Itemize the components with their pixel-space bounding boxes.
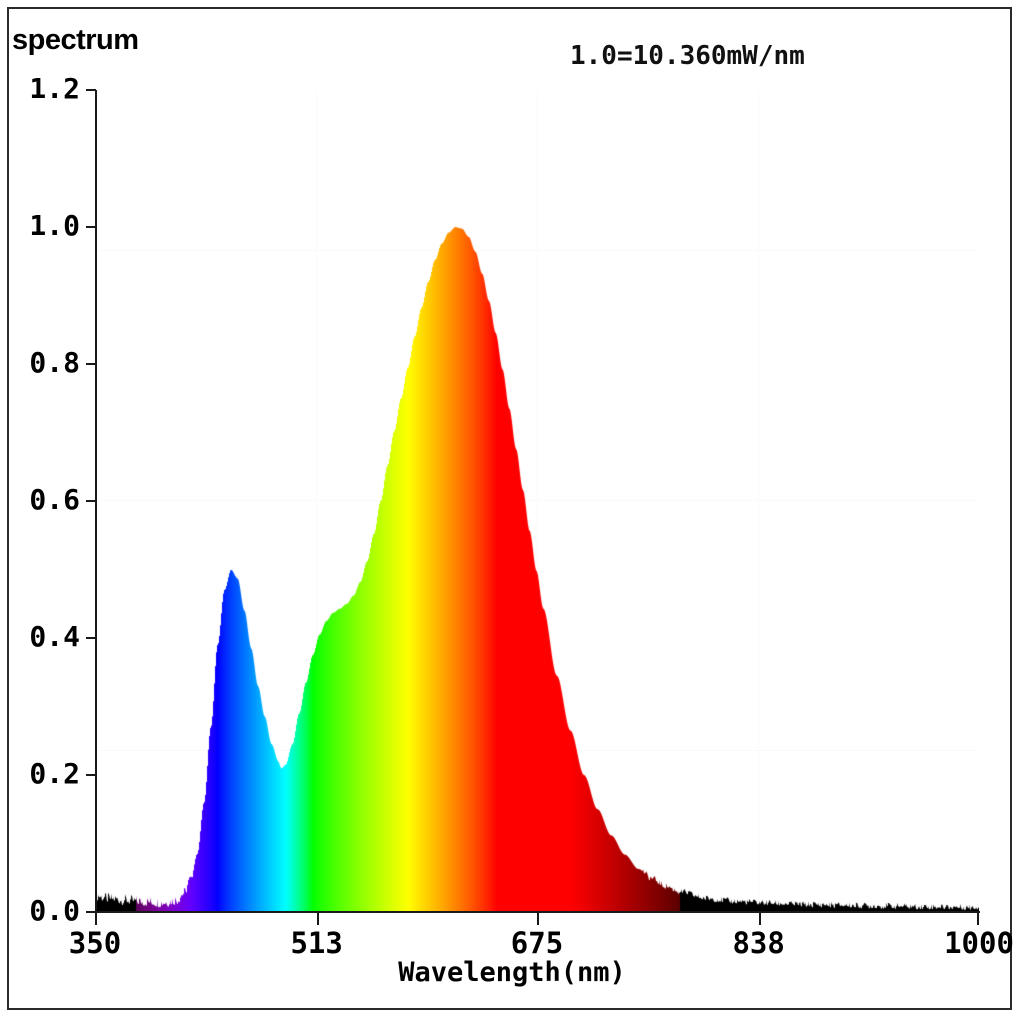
page-title: spectrum — [12, 24, 139, 56]
y-axis-tick-label: 0.8 — [29, 346, 80, 379]
x-axis-tick-label: 838 — [732, 926, 785, 960]
x-axis-tick-label: 350 — [68, 926, 122, 960]
x-axis-tick — [316, 913, 319, 925]
y-axis-tick-label: 0.6 — [29, 483, 80, 516]
x-axis-tick — [977, 913, 979, 925]
y-axis-tick — [86, 774, 96, 776]
y-axis-tick — [86, 637, 96, 639]
y-axis-line — [95, 90, 97, 913]
x-axis-tick — [758, 913, 761, 925]
x-axis-tick — [537, 913, 539, 925]
y-axis-tick-label: 1.2 — [29, 72, 80, 105]
x-axis-tick-label: 1000 — [944, 926, 1014, 960]
x-axis-tick — [95, 913, 97, 925]
y-axis-tick-label: 1.0 — [29, 209, 80, 242]
y-axis-tick-label: 0.2 — [29, 757, 80, 790]
y-axis-tick — [86, 911, 96, 913]
x-axis-tick-label: 675 — [510, 926, 564, 960]
x-axis-title: Wavelength(nm) — [398, 957, 626, 988]
y-axis-tick — [86, 363, 96, 365]
scale-annotation: 1.0=10.360mW/nm — [570, 41, 805, 71]
y-axis-tick — [86, 500, 96, 502]
plot-area — [95, 90, 979, 912]
y-axis-tick-label: 0.4 — [29, 620, 80, 653]
y-axis-tick-label: 0.0 — [29, 894, 80, 927]
y-axis-tick — [86, 226, 96, 228]
x-axis-tick-label: 513 — [290, 926, 343, 960]
spectrum-curve — [95, 90, 979, 912]
y-axis-tick — [86, 89, 96, 91]
x-axis-line — [95, 911, 980, 913]
